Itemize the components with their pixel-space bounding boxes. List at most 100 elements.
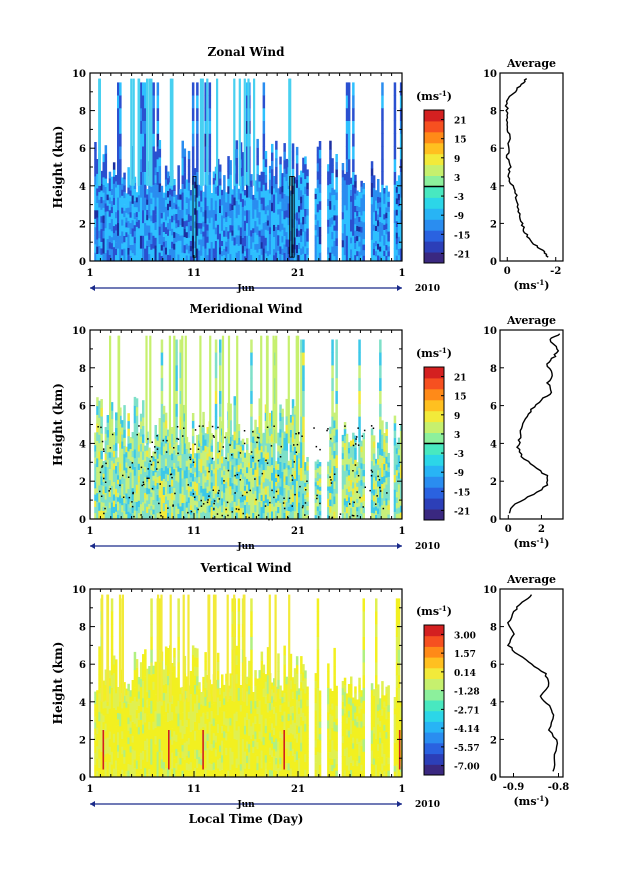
heatmap-cell <box>127 730 130 738</box>
heatmap-cell <box>194 227 197 235</box>
heatmap-cell <box>356 486 359 491</box>
heatmap-cell <box>358 377 361 391</box>
heatmap-cell <box>121 504 124 513</box>
heatmap-cell <box>160 714 164 724</box>
heatmap-cell <box>256 473 259 480</box>
heatmap-cell <box>108 197 112 204</box>
heatmap-cell <box>345 197 349 211</box>
heatmap-cell <box>135 398 139 408</box>
heatmap-cell <box>173 666 176 676</box>
heatmap-cell <box>370 441 374 449</box>
heatmap-cell <box>102 245 105 254</box>
heatmap-cell <box>246 449 249 456</box>
heatmap-cell <box>175 755 178 764</box>
heatmap-cell <box>243 457 247 463</box>
heatmap-cell <box>139 678 143 688</box>
heatmap-cell <box>233 475 236 485</box>
heatmap-cell <box>123 702 126 710</box>
heatmap-cell <box>314 214 318 220</box>
heatmap-cell <box>345 107 349 121</box>
heatmap-cell <box>135 197 139 203</box>
heatmap-cell <box>335 215 338 224</box>
heatmap-cell <box>115 181 118 188</box>
heatmap-cell <box>135 226 139 232</box>
heatmap-cell <box>175 442 178 456</box>
heatmap-cell <box>146 707 149 716</box>
heatmap-cell <box>127 194 130 201</box>
heatmap-cell <box>167 684 170 695</box>
heatmap-cell <box>300 352 303 366</box>
heatmap-cell <box>187 491 191 498</box>
heatmap-cell <box>175 454 178 468</box>
heatmap-cell <box>173 214 176 221</box>
heatmap-cell <box>210 231 214 237</box>
heatmap-cell <box>96 510 99 520</box>
heatmap-cell <box>159 483 161 485</box>
heatmap-cell <box>262 133 266 147</box>
heatmap-cell <box>262 235 266 249</box>
heatmap-cell <box>362 445 365 452</box>
heatmap-cell <box>277 463 280 470</box>
heatmap-cell <box>252 242 255 248</box>
heatmap-cell <box>151 456 153 458</box>
heatmap-cell <box>181 209 184 219</box>
heatmap-cell <box>149 516 151 518</box>
heatmap-cell <box>204 439 207 446</box>
heatmap-cell <box>185 249 189 256</box>
heatmap-cell <box>150 192 153 199</box>
heatmap-cell <box>358 201 361 208</box>
heatmap-cell <box>289 459 293 468</box>
heatmap-cell <box>246 467 249 474</box>
heatmap-cell <box>225 444 228 451</box>
heatmap-cell <box>102 253 105 262</box>
heatmap-cell <box>189 195 193 201</box>
heatmap-cell <box>137 684 141 692</box>
heatmap-cell <box>208 449 212 457</box>
heatmap-cell <box>112 190 116 198</box>
heatmap-cell <box>179 352 182 366</box>
heatmap-cell <box>202 216 205 222</box>
heatmap-cell <box>137 500 141 507</box>
heatmap-cell <box>381 107 384 121</box>
heatmap-cell <box>353 501 355 504</box>
heatmap-cell <box>181 140 184 150</box>
heatmap-cell <box>171 744 174 753</box>
heatmap-cell <box>119 455 122 464</box>
heatmap-cell <box>115 236 118 243</box>
heatmap-cell <box>306 483 309 489</box>
heatmap-cell <box>262 482 266 489</box>
heatmap-cell <box>341 464 345 472</box>
heatmap-cell <box>350 457 353 464</box>
heatmap-cell <box>146 481 149 488</box>
heatmap-cell <box>268 213 272 221</box>
heatmap-cell <box>177 438 180 440</box>
heatmap-cell <box>235 209 239 219</box>
heatmap-cell <box>281 179 284 186</box>
heatmap-cell <box>289 414 293 423</box>
heatmap-cell <box>377 480 380 487</box>
heatmap-cell <box>202 457 205 466</box>
heatmap-cell <box>318 252 322 262</box>
heatmap-cell <box>125 236 128 242</box>
heatmap-cell <box>385 421 388 430</box>
heatmap-cell <box>125 713 128 721</box>
heatmap-cell <box>229 502 232 511</box>
heatmap-cell <box>327 465 330 471</box>
heatmap-cell <box>362 249 365 256</box>
heatmap-cell <box>241 198 245 207</box>
heatmap-cell <box>131 680 135 688</box>
heatmap-cell <box>343 470 347 478</box>
heatmap-cell <box>273 182 276 189</box>
heatmap-cell <box>233 221 236 230</box>
heatmap-cell <box>247 78 250 186</box>
heatmap-cell <box>102 215 105 224</box>
heatmap-cell <box>150 764 153 778</box>
heatmap-cell <box>202 191 205 197</box>
heatmap-cell <box>279 486 282 495</box>
heatmap-cell <box>94 722 97 729</box>
heatmap-cell <box>347 497 351 503</box>
heatmap-cell <box>298 458 301 464</box>
heatmap-cell <box>108 203 112 211</box>
heatmap-cell <box>194 486 197 492</box>
heatmap-cell <box>318 478 322 483</box>
